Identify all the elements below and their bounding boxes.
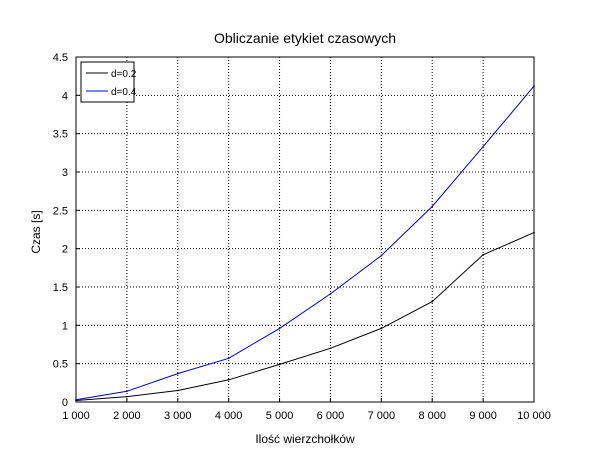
- x-tick-label: 9 000: [469, 410, 497, 422]
- data-point: [329, 293, 332, 295]
- y-tick-label: 4.5: [53, 52, 68, 64]
- x-tick-label: 4 000: [215, 410, 243, 422]
- ticks: 1 000 2 000 3 000 4 000 5 000 6 000 7 000 8 000…: [53, 52, 551, 422]
- series-line: [75, 232, 535, 401]
- plot-frame: [75, 56, 535, 403]
- x-tick-label: 2 000: [113, 410, 141, 422]
- x-tick-label: 5 000: [266, 410, 294, 422]
- series: [75, 85, 535, 402]
- legend-box: [80, 61, 135, 103]
- series-0: [75, 231, 535, 402]
- y-tick-label: 2.5: [53, 205, 68, 217]
- data-point: [482, 254, 484, 256]
- y-tick-label: 1.5: [53, 282, 68, 294]
- x-tick-label: 3 000: [164, 410, 192, 422]
- data-point: [278, 327, 281, 330]
- x-tick-label: 6 000: [317, 410, 345, 422]
- axes: [75, 56, 535, 403]
- series-line: [75, 85, 535, 401]
- legend-label: d=0.2: [111, 69, 137, 80]
- data-point: [176, 389, 179, 392]
- data-point: [126, 395, 128, 398]
- data-point: [176, 372, 179, 375]
- data-point: [380, 254, 383, 257]
- data-point: [380, 327, 383, 330]
- y-tick-label: 3.5: [53, 129, 68, 141]
- data-point: [533, 231, 535, 234]
- x-tick-label: 10 000: [517, 410, 551, 422]
- y-tick-label: 0: [62, 397, 68, 409]
- data-point: [278, 363, 281, 366]
- x-tick-label: 7 000: [368, 410, 396, 422]
- data-point: [533, 85, 535, 87]
- data-point: [431, 205, 434, 208]
- data-point: [227, 357, 230, 360]
- data-point: [482, 145, 484, 148]
- data-point: [75, 398, 77, 401]
- y-tick-label: 1: [62, 320, 68, 332]
- data-point: [227, 378, 230, 381]
- y-tick-label: 0.5: [53, 359, 68, 371]
- y-axis-label: Czas [s]: [29, 210, 43, 253]
- chart-title: Obliczanie etykiet czasowych: [214, 30, 396, 46]
- y-tick-label: 3: [62, 167, 68, 179]
- y-tick-label: 4: [62, 90, 68, 102]
- data-point: [126, 390, 128, 393]
- data-point: [329, 347, 332, 350]
- data-point: [431, 300, 434, 303]
- grid: [76, 57, 534, 402]
- legend: d=0.2 d=0.4: [80, 61, 137, 103]
- x-tick-label: 1 000: [62, 410, 90, 422]
- x-tick-label: 8 000: [418, 410, 446, 422]
- y-tick-label: 2: [62, 244, 68, 256]
- legend-label: d=0.4: [111, 87, 137, 98]
- x-axis-label: Ilość wierzchołków: [255, 432, 355, 446]
- series-1: [75, 85, 535, 401]
